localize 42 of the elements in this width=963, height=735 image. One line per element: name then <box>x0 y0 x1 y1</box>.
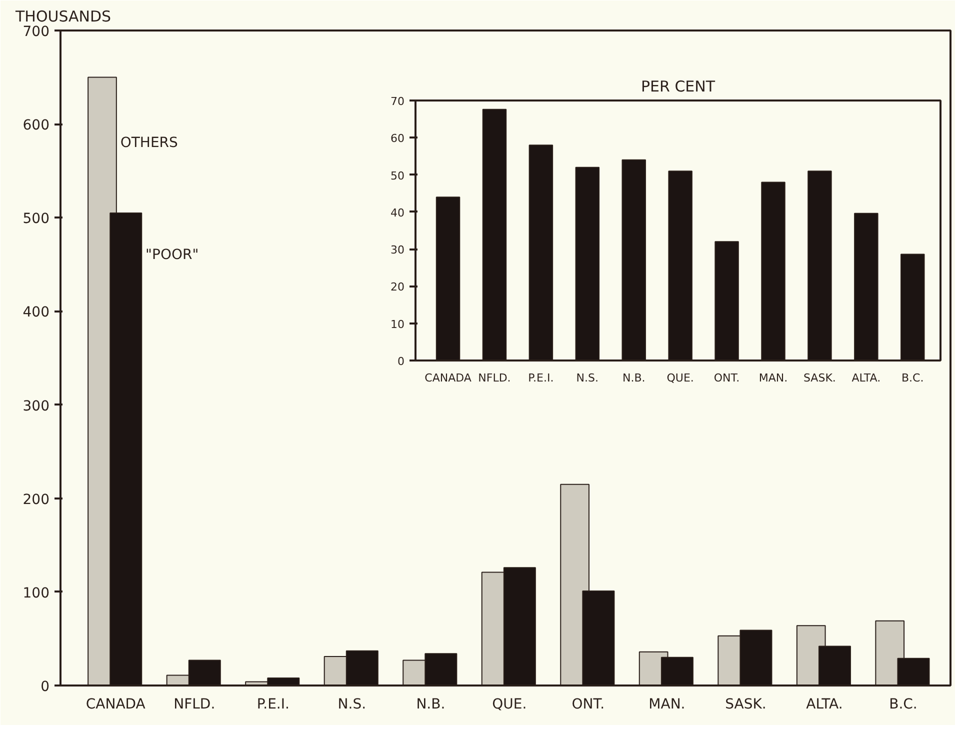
x-tick-label: N.B. <box>416 696 446 712</box>
x-tick-label: ALTA. <box>852 372 881 384</box>
x-tick-label: N.S. <box>338 696 366 712</box>
y-tick-label: 0 <box>40 679 50 695</box>
y-tick-label: 10 <box>390 318 405 331</box>
y-tick-label: 0 <box>398 355 404 368</box>
y-tick-label: 50 <box>390 169 405 182</box>
x-tick-label: ALTA. <box>806 696 843 712</box>
y-tick-label: 100 <box>22 585 50 602</box>
y-tick-label: 200 <box>22 492 50 508</box>
x-tick-label: MAN. <box>648 696 686 712</box>
y-tick-label: 70 <box>390 95 405 108</box>
y-tick-label: 60 <box>390 132 405 146</box>
x-tick-label: N.B. <box>622 372 646 384</box>
x-tick-label: CANADA <box>86 696 146 712</box>
x-tick-label: SASK. <box>725 696 766 712</box>
x-tick-label: NFLD. <box>174 696 216 712</box>
series-label: OTHERS <box>120 134 178 151</box>
x-tick-label: B.C. <box>889 696 918 712</box>
x-tick-label: B.C. <box>902 372 924 384</box>
x-tick-label: P.E.I. <box>528 372 554 384</box>
y-tick-label: 400 <box>22 304 50 321</box>
y-tick-label: 500 <box>22 211 50 228</box>
chart-title: PER CENT <box>640 78 716 96</box>
x-tick-label: MAN. <box>758 372 788 384</box>
x-tick-label: SASK. <box>804 372 836 384</box>
series-label: "POOR" <box>146 247 199 264</box>
x-tick-label: CANADA <box>424 372 472 384</box>
x-tick-label: ONT. <box>714 372 740 384</box>
x-tick-label: ONT. <box>572 696 605 712</box>
y-tick-label: 600 <box>22 118 50 134</box>
x-tick-label: NFLD. <box>478 372 511 384</box>
x-tick-label: QUE. <box>492 696 527 712</box>
x-tick-label: N.S. <box>576 372 599 384</box>
y-tick-label: 40 <box>390 206 405 220</box>
y-tick-label: 20 <box>390 280 405 294</box>
y-axis-title: THOUSANDS <box>14 8 112 26</box>
x-tick-label: QUE. <box>666 372 694 384</box>
y-tick-label: 300 <box>22 398 50 414</box>
x-tick-label: P.E.I. <box>256 696 290 712</box>
y-tick-label: 30 <box>390 244 405 257</box>
y-tick-label: 700 <box>22 24 50 40</box>
